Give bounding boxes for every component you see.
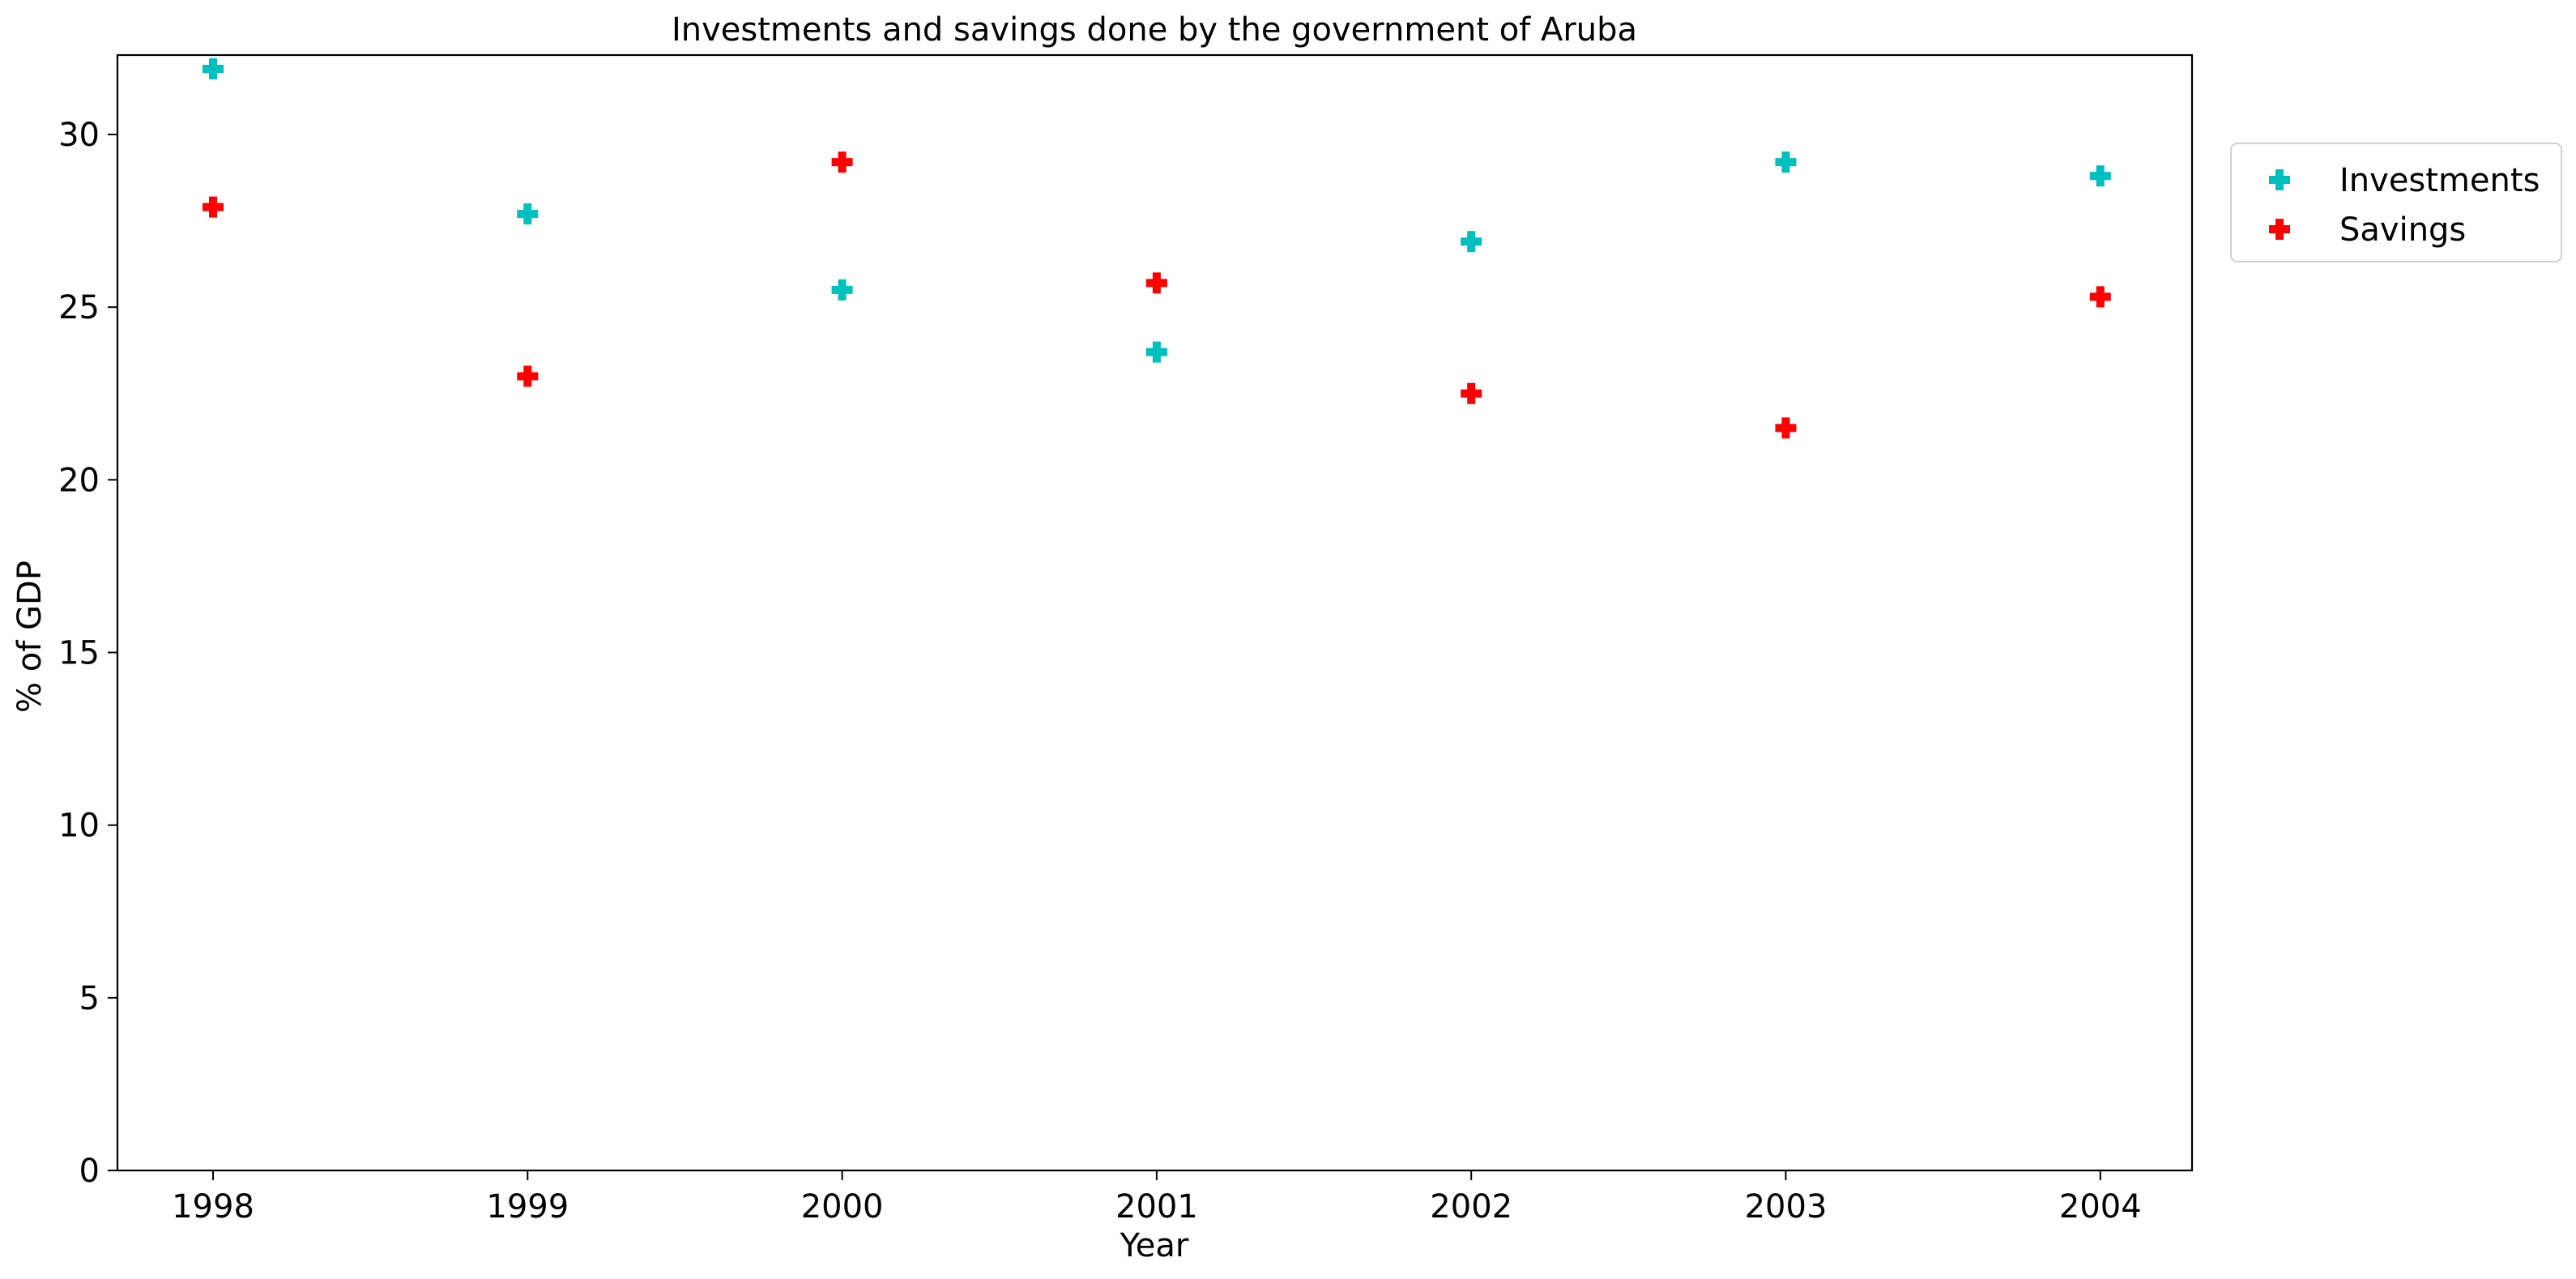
x-axis: 1998 1999 2000 2001 2002 2003 2004 (172, 1170, 2142, 1226)
x-tick-label: 2004 (2059, 1188, 2142, 1226)
x-tick-label: 1998 (172, 1188, 254, 1226)
investments-point (2089, 165, 2111, 187)
savings-point (1775, 417, 1797, 439)
savings-point (2089, 286, 2111, 308)
x-tick-label: 2002 (1430, 1188, 1512, 1226)
savings-point (1461, 382, 1482, 404)
legend: Investments Savings (2230, 143, 2562, 262)
investments-point (517, 203, 539, 225)
y-tick-label: 30 (58, 117, 100, 154)
x-tick-label: 2001 (1115, 1188, 1198, 1226)
series-investments (203, 58, 2111, 363)
savings-point (831, 151, 853, 173)
legend-frame (2230, 143, 2562, 262)
x-tick-label: 2003 (1745, 1188, 1828, 1226)
investments-point (203, 58, 224, 80)
x-tick-label: 2000 (801, 1188, 884, 1226)
savings-point (517, 365, 539, 387)
investments-point (831, 279, 853, 301)
investments-point (1145, 341, 1167, 363)
y-tick-label: 25 (58, 289, 100, 326)
y-tick-label: 0 (79, 1153, 100, 1190)
legend-label-investments: Investments (2339, 162, 2540, 199)
plot-frame (116, 53, 2194, 1172)
y-axis: 0 5 10 15 20 25 30 (58, 117, 117, 1190)
legend-marker-investments (2269, 169, 2290, 190)
y-axis-title: % of GDP (11, 561, 49, 713)
y-tick-label: 10 (58, 808, 100, 845)
investments-point (1461, 231, 1482, 253)
y-tick-label: 20 (58, 462, 100, 499)
x-tick-label: 1999 (486, 1188, 569, 1226)
plot-area-border (116, 53, 2194, 1172)
savings-point (1145, 272, 1167, 294)
data-series (203, 58, 2111, 439)
legend-marker-savings (2269, 219, 2290, 240)
legend-label-savings: Savings (2339, 211, 2466, 249)
y-tick-label: 15 (58, 635, 100, 672)
investments-point (1775, 151, 1797, 173)
savings-point (203, 196, 224, 218)
y-tick-label: 5 (79, 980, 100, 1017)
chart-title: Investments and savings done by the gove… (672, 11, 1637, 49)
x-axis-title: Year (1120, 1227, 1189, 1264)
series-savings (203, 151, 2111, 439)
